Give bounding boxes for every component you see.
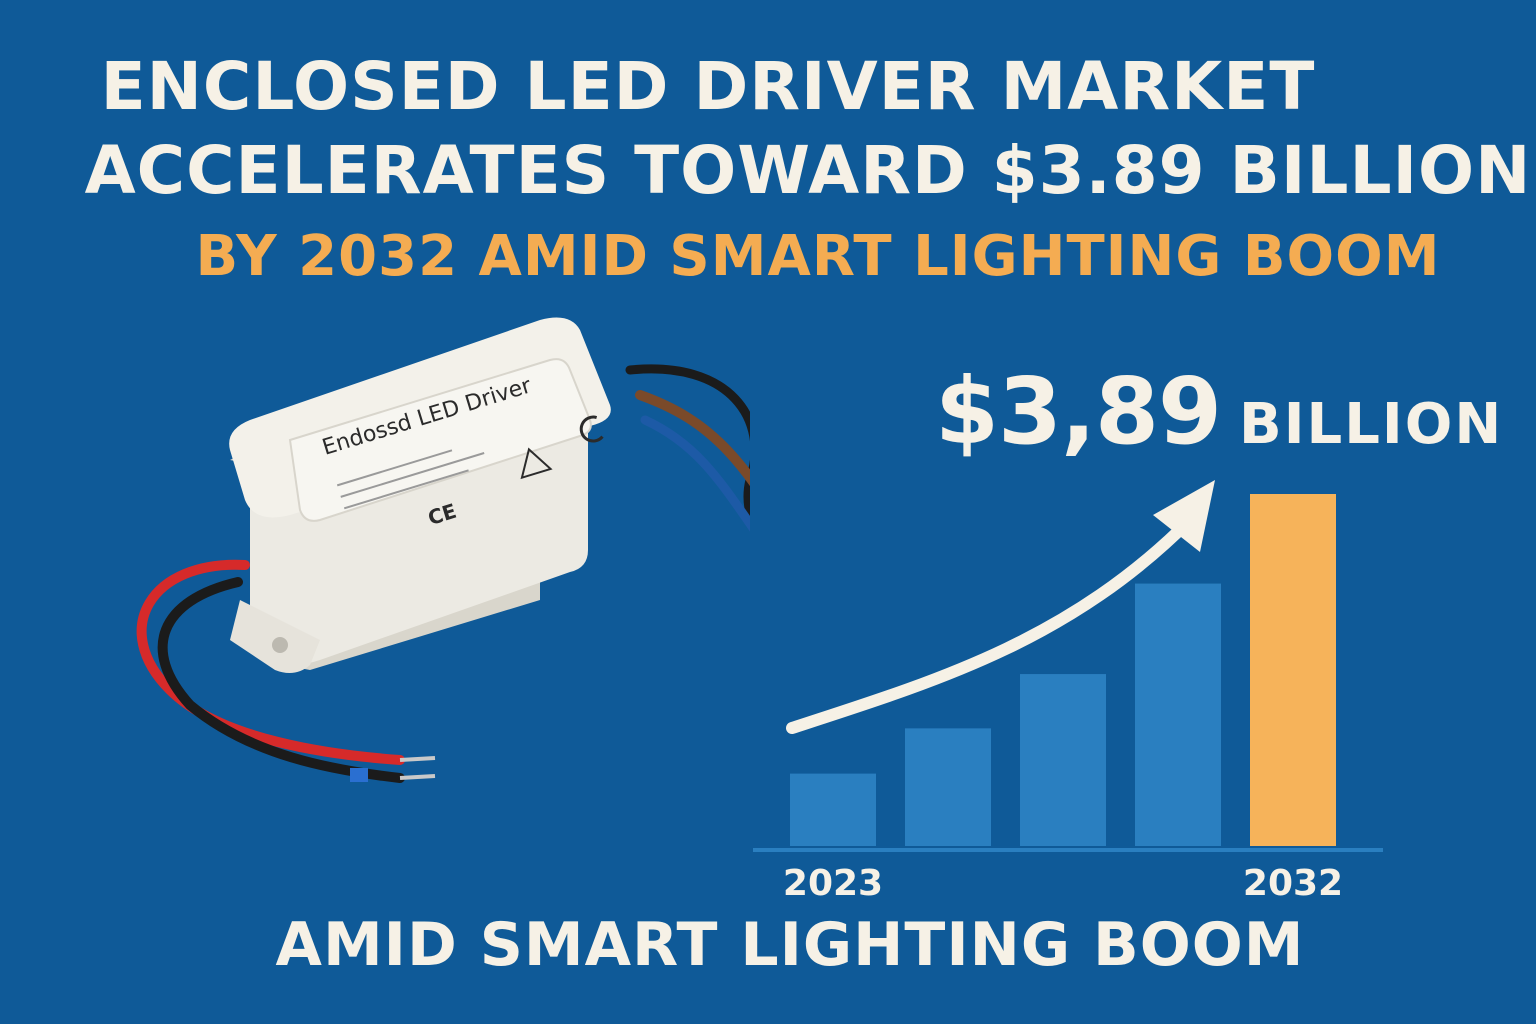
footer-tagline: AMID SMART LIGHTING BOOM	[275, 910, 1305, 980]
market-value-amount: $3,89	[935, 358, 1222, 465]
certification-triangle-icon	[520, 447, 553, 480]
chart-bar-3	[1020, 674, 1106, 846]
bars-layer	[790, 494, 1336, 846]
chart-bar-4	[1135, 583, 1221, 846]
black-wire-left	[157, 577, 405, 783]
market-value-unit: BILLION	[1239, 392, 1504, 457]
market-value-callout: $3,89 BILLION	[935, 358, 1503, 465]
growth-bar-chart: 2023 2032	[753, 480, 1383, 900]
led-driver-illustration: Endossd LED Driver CE	[136, 317, 750, 783]
chart-bar-5	[1250, 494, 1336, 846]
headline-line-2: ACCELERATES TOWARD $3.89 BILLION	[84, 132, 1532, 209]
certification-c-mark-icon	[579, 415, 604, 443]
x-tick-label-2032: 2032	[1243, 863, 1343, 900]
label-panel	[288, 358, 592, 522]
x-tick-label-2023: 2023	[783, 863, 883, 900]
headline-line-1: ENCLOSED LED DRIVER MARKET	[100, 48, 1316, 125]
trend-arrow-icon	[786, 514, 1196, 734]
red-wire-left	[136, 559, 405, 765]
mounting-tab	[230, 600, 320, 674]
chart-bar-2	[905, 728, 991, 846]
blue-wire-right	[640, 415, 750, 532]
headline-line-3: BY 2032 AMID SMART LIGHTING BOOM	[195, 224, 1441, 289]
black-wire-right	[625, 364, 750, 529]
brown-wire-right	[635, 390, 750, 487]
chart-bar-1	[790, 773, 876, 846]
trend-arrowhead-icon	[1153, 480, 1215, 552]
ticks-layer: 2023 2032	[783, 863, 1343, 900]
